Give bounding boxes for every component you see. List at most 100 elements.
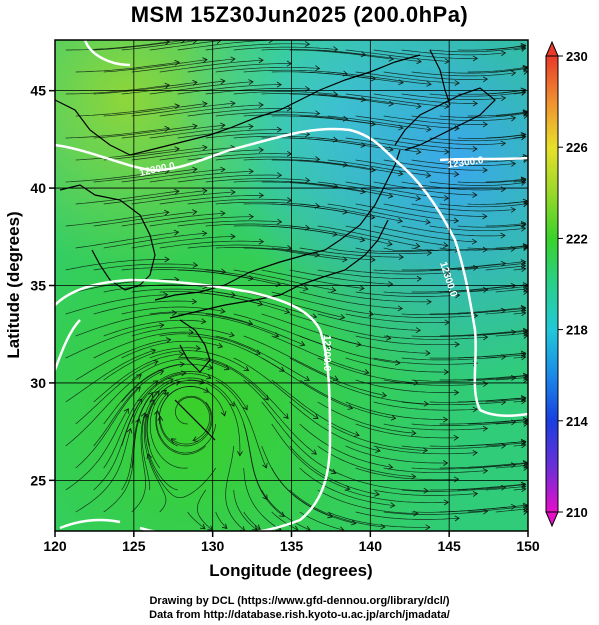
streamline bbox=[177, 84, 282, 95]
streamline bbox=[373, 401, 478, 411]
streamline bbox=[159, 195, 264, 205]
streamline-arrow bbox=[411, 430, 417, 436]
streamline-arrow bbox=[472, 191, 478, 198]
streamline bbox=[93, 40, 186, 51]
streamline bbox=[205, 88, 310, 95]
streamline bbox=[327, 291, 432, 303]
streamline bbox=[317, 225, 420, 247]
streamline-arrow bbox=[157, 415, 164, 421]
streamline bbox=[373, 225, 477, 243]
streamline-arrow bbox=[146, 453, 153, 460]
streamline-arrow bbox=[443, 369, 450, 375]
streamline-arrow bbox=[311, 449, 317, 455]
streamline bbox=[439, 112, 528, 118]
streamline-arrow bbox=[203, 387, 210, 393]
streamline-arrow bbox=[520, 352, 527, 359]
streamline bbox=[121, 80, 225, 95]
colorbar-tick-label: 226 bbox=[566, 140, 588, 155]
streamline bbox=[495, 200, 528, 205]
y-tick-label: 45 bbox=[30, 83, 46, 99]
streamline-arrow bbox=[482, 213, 488, 220]
streamline bbox=[467, 375, 528, 381]
streamline-arrow bbox=[202, 57, 208, 64]
streamline bbox=[205, 43, 310, 51]
streamline-arrow bbox=[442, 416, 449, 423]
streamline bbox=[429, 136, 526, 142]
streamline bbox=[411, 159, 516, 166]
streamline-arrow bbox=[388, 55, 394, 62]
streamline-arrow bbox=[152, 380, 159, 386]
colorbar-tick-label: 230 bbox=[566, 49, 588, 64]
streamline bbox=[373, 49, 478, 59]
streamline bbox=[271, 291, 374, 315]
streamline bbox=[345, 401, 448, 420]
streamline-arrow bbox=[237, 451, 243, 457]
streamline-arrow bbox=[374, 491, 380, 497]
streamline bbox=[373, 445, 478, 455]
streamline bbox=[215, 66, 320, 73]
streamline bbox=[215, 247, 320, 256]
streamline-arrow bbox=[339, 314, 346, 320]
grid-lines bbox=[55, 40, 528, 531]
streamline bbox=[495, 67, 528, 73]
streamline-arrow bbox=[230, 56, 236, 63]
streamline-arrow bbox=[510, 375, 517, 381]
streamline-arrow bbox=[332, 375, 339, 381]
streamline bbox=[187, 244, 292, 249]
streamline bbox=[317, 401, 416, 434]
streamline bbox=[289, 401, 381, 452]
streamline bbox=[429, 181, 526, 186]
streamline bbox=[149, 350, 249, 371]
streamline-arrow bbox=[520, 307, 527, 314]
streamline bbox=[121, 363, 213, 403]
streamline-arrow bbox=[248, 213, 254, 220]
streamline bbox=[429, 307, 526, 315]
streamline bbox=[147, 454, 216, 499]
streamline bbox=[401, 401, 506, 406]
streamline-arrow bbox=[521, 398, 527, 405]
streamline bbox=[233, 91, 338, 95]
coastline-china bbox=[55, 54, 421, 156]
streamline bbox=[457, 352, 526, 359]
streamline bbox=[93, 211, 197, 227]
streamline-arrow bbox=[482, 121, 488, 128]
streamline-arrow bbox=[188, 329, 194, 336]
streamline-arrow bbox=[312, 413, 319, 420]
streamline-arrow bbox=[173, 229, 180, 236]
streamline bbox=[121, 212, 225, 227]
streamline-arrow bbox=[314, 251, 320, 258]
streamline-arrow bbox=[416, 58, 422, 65]
streamline-arrow bbox=[482, 76, 489, 83]
streamline bbox=[271, 159, 376, 171]
streamline-arrow bbox=[152, 360, 159, 366]
streamline-arrow bbox=[154, 409, 160, 416]
contour-label-central: 12300.0 bbox=[321, 335, 332, 372]
streamline-arrow bbox=[398, 254, 404, 261]
streamline-arrow bbox=[304, 41, 311, 47]
streamline-arrow bbox=[126, 427, 133, 434]
streamline bbox=[103, 347, 201, 381]
streamline bbox=[513, 47, 526, 51]
streamline-arrow bbox=[276, 126, 283, 133]
streamline-arrow bbox=[201, 230, 208, 237]
streamline bbox=[261, 93, 366, 101]
streamline bbox=[345, 269, 450, 275]
streamline bbox=[299, 511, 344, 531]
streamline bbox=[159, 104, 264, 117]
streamline-arrow bbox=[217, 342, 224, 349]
streamline-arrow bbox=[521, 486, 527, 493]
streamline bbox=[75, 105, 180, 117]
streamline-arrow bbox=[520, 266, 527, 273]
streamline bbox=[513, 136, 526, 139]
streamline-arrow bbox=[220, 308, 226, 314]
streamline bbox=[439, 504, 528, 513]
streamline-arrow bbox=[360, 96, 367, 103]
streamline bbox=[149, 216, 254, 227]
streamline bbox=[345, 357, 449, 373]
streamline-arrow bbox=[442, 460, 449, 466]
streamline bbox=[271, 423, 350, 490]
streamline-arrow bbox=[149, 399, 155, 405]
streamline bbox=[513, 400, 526, 403]
streamline bbox=[243, 335, 339, 381]
streamline bbox=[457, 484, 526, 491]
